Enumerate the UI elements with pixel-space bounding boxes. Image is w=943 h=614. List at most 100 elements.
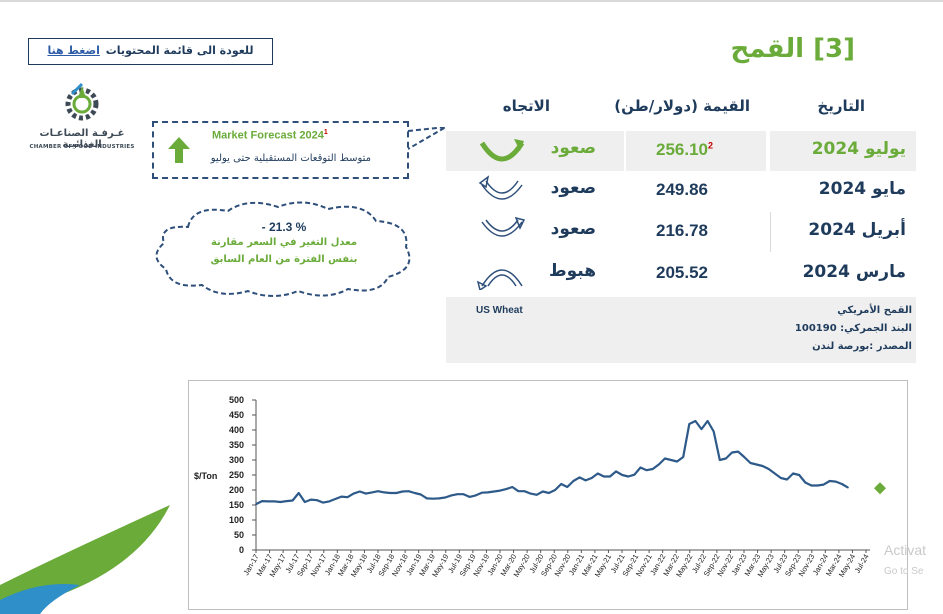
price-point bbox=[407, 490, 410, 492]
header-value: القيمة (دولار/طن) bbox=[614, 97, 750, 115]
row-direction: صعود bbox=[550, 178, 596, 198]
price-point bbox=[700, 428, 703, 430]
row-direction: هبوط bbox=[548, 261, 596, 281]
price-point bbox=[261, 500, 263, 502]
x-tick-label: Jul-24 bbox=[853, 553, 871, 575]
price-point bbox=[487, 491, 489, 494]
price-point bbox=[792, 472, 794, 475]
price-point bbox=[499, 489, 501, 492]
price-point bbox=[603, 475, 605, 478]
back-text: للعودة الى قائمة المحتويات bbox=[105, 44, 254, 57]
price-point bbox=[584, 479, 587, 482]
forecast-subtitle: متوسط التوقعات المستقبلية حتى يوليو bbox=[210, 153, 371, 164]
price-point bbox=[535, 494, 538, 496]
price-point bbox=[420, 493, 422, 496]
price-point bbox=[474, 494, 477, 497]
customs-code: البند الجمركي: 100190 bbox=[794, 323, 912, 334]
price-point bbox=[767, 468, 770, 470]
price-point bbox=[346, 496, 349, 498]
change-label-2: بنفس الفترة من العام السابق bbox=[210, 254, 358, 265]
y-tick-label: 500 bbox=[229, 395, 244, 405]
price-point bbox=[633, 473, 636, 476]
row-date: يوليو 2024 bbox=[811, 139, 906, 159]
price-point bbox=[694, 420, 697, 422]
price-point bbox=[554, 489, 556, 491]
price-point bbox=[639, 466, 642, 469]
commodity-name-ar: القمح الأمريكي bbox=[837, 305, 912, 316]
price-point bbox=[365, 492, 367, 495]
price-point bbox=[279, 501, 282, 503]
price-point bbox=[761, 465, 764, 467]
price-point bbox=[786, 478, 788, 481]
price-point bbox=[676, 460, 678, 463]
back-to-contents[interactable]: للعودة الى قائمة المحتويات اضغط هنا bbox=[28, 38, 273, 65]
price-line-chart: 050100150200250300350400450500$/TonJan-1… bbox=[194, 395, 886, 579]
price-point bbox=[438, 497, 440, 500]
price-row: يوليو 2024 256.102 صعود bbox=[446, 131, 916, 171]
price-point bbox=[645, 469, 648, 471]
forecast-title: Market Forecast 20241 bbox=[212, 129, 328, 142]
price-point bbox=[523, 490, 526, 492]
price-point bbox=[597, 472, 599, 475]
y-tick-label: 100 bbox=[229, 515, 244, 525]
change-cloud bbox=[155, 201, 411, 297]
price-point bbox=[481, 491, 483, 494]
y-tick-label: 400 bbox=[229, 425, 244, 435]
data-source: المصدر :بورصة لندن bbox=[812, 341, 912, 352]
header-direction: الاتجاه bbox=[502, 97, 550, 115]
price-point bbox=[560, 483, 562, 485]
price-point bbox=[670, 459, 672, 461]
price-point bbox=[273, 500, 276, 503]
commodity-info: US Wheat القمح الأمريكي البند الجمركي: 1… bbox=[446, 297, 916, 363]
price-point bbox=[340, 495, 343, 498]
price-point bbox=[371, 491, 373, 494]
price-point bbox=[731, 451, 733, 454]
row-date: مايو 2024 bbox=[818, 179, 906, 199]
price-point bbox=[352, 492, 355, 495]
price-point bbox=[566, 486, 569, 488]
price-point bbox=[590, 477, 593, 479]
price-point bbox=[737, 450, 739, 453]
price-point bbox=[609, 475, 611, 478]
price-point bbox=[456, 493, 459, 495]
price-point bbox=[810, 484, 813, 487]
y-tick-label: 0 bbox=[239, 545, 244, 555]
watermark-line-1: Activat bbox=[884, 542, 927, 558]
decorative-leaves bbox=[0, 505, 170, 614]
y-tick-label: 250 bbox=[229, 470, 244, 480]
price-point bbox=[493, 490, 495, 493]
price-point bbox=[658, 463, 660, 466]
price-point bbox=[267, 500, 269, 503]
back-link[interactable]: اضغط هنا bbox=[47, 44, 100, 57]
price-point bbox=[847, 486, 849, 489]
price-point bbox=[285, 500, 288, 502]
price-row: مارس 2024 205.52 هبوط bbox=[446, 254, 916, 294]
price-point bbox=[450, 494, 453, 497]
price-point bbox=[615, 470, 617, 473]
price-point bbox=[822, 483, 825, 486]
price-point bbox=[688, 423, 691, 425]
row-direction: صعود bbox=[550, 138, 596, 158]
y-tick-label: 150 bbox=[229, 500, 244, 510]
price-point bbox=[743, 456, 745, 458]
price-point bbox=[291, 499, 294, 502]
row-value: 249.86 bbox=[656, 180, 708, 199]
price-point bbox=[322, 501, 324, 504]
price-point bbox=[706, 420, 709, 422]
price-point bbox=[304, 501, 306, 503]
top-rule bbox=[0, 0, 943, 2]
row-value: 216.78 bbox=[656, 221, 708, 240]
callout-pointer bbox=[408, 127, 447, 150]
price-point bbox=[651, 468, 654, 470]
row-date: مارس 2024 bbox=[802, 262, 906, 282]
price-point bbox=[328, 500, 330, 503]
logo-arabic: غـرفـة الصناعـات الغذائيـة bbox=[39, 128, 125, 150]
price-point bbox=[255, 503, 257, 505]
price-point bbox=[725, 457, 727, 460]
y-tick-label: 450 bbox=[229, 410, 244, 420]
change-cloud-text: - 21.3 % معدل التغير في السعر مقارنة بنف… bbox=[148, 220, 420, 268]
price-point bbox=[395, 492, 398, 494]
price-point bbox=[835, 480, 837, 483]
price-point bbox=[310, 498, 312, 501]
logo-english: CHAMBER OF FOOD INDUSTRIES bbox=[29, 144, 135, 150]
